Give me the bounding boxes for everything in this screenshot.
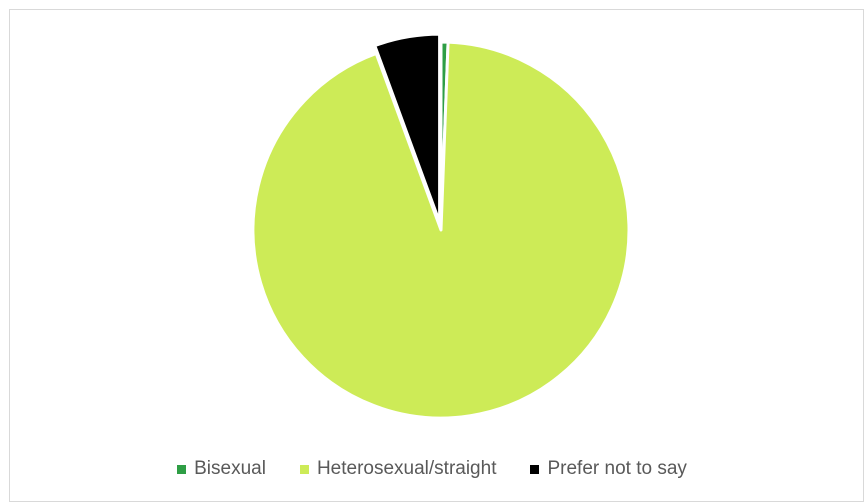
pie-slice-heterosexual xyxy=(251,40,631,420)
legend: Bisexual Heterosexual/straight Prefer no… xyxy=(0,455,864,483)
pie-slices xyxy=(251,32,631,420)
legend-label-prefer-not-to-say: Prefer not to say xyxy=(547,458,687,479)
legend-label-bisexual: Bisexual xyxy=(194,458,266,479)
legend-swatch-bisexual xyxy=(177,464,187,474)
legend-swatch-prefer-not-to-say xyxy=(530,464,540,474)
legend-item-bisexual: Bisexual xyxy=(177,458,266,480)
legend-item-prefer-not-to-say: Prefer not to say xyxy=(530,458,687,480)
legend-item-heterosexual: Heterosexual/straight xyxy=(299,458,497,480)
pie-slice-prefer-not-to-say xyxy=(373,32,442,224)
legend-swatch-heterosexual xyxy=(299,464,309,474)
legend-label-heterosexual: Heterosexual/straight xyxy=(316,458,497,479)
